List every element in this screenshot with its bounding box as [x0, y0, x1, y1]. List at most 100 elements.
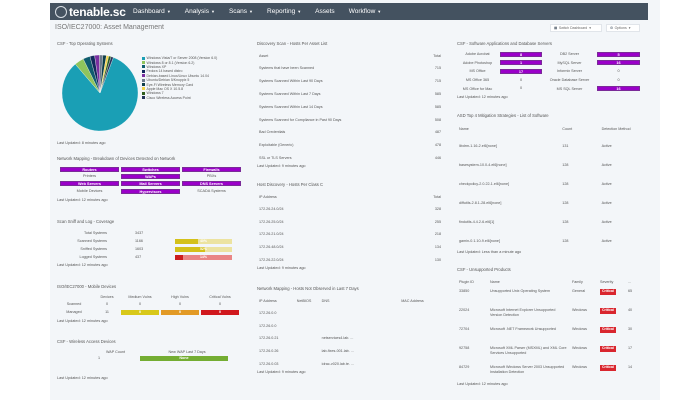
caret-down-icon: ▼ — [211, 9, 215, 14]
col-header: DNS — [321, 299, 330, 303]
legend-item[interactable]: Apple Mac OS X 10.5.8 — [142, 87, 217, 91]
nav-dashboard[interactable]: Dashboard ▼ — [133, 8, 171, 15]
table-row[interactable]: Systems Scanned Within Last 90 Days 715 — [255, 75, 445, 88]
critical-vulns-cell[interactable]: 0 — [201, 309, 239, 315]
table-row[interactable]: gamin-0.1.10-9.el6[none] 128 Active — [455, 231, 645, 250]
asset-name: Systems that have been Scanned — [259, 66, 315, 71]
device-type-cell[interactable]: Firewalls — [182, 167, 241, 172]
tenable-logo[interactable]: tenable.sc — [55, 5, 133, 19]
legend-item[interactable]: Windows 8 or 8.1 (Version 6.2) — [142, 60, 217, 65]
nav-assets-label: Assets — [315, 8, 335, 15]
table-row[interactable]: 172.26.25.0/24 255 — [255, 216, 445, 229]
legend-item[interactable]: Eye-Fi Wireless Memory Card — [142, 82, 217, 87]
table-row[interactable]: 172.26.0.0 — [255, 307, 445, 320]
coverage-bar[interactable]: 14% — [175, 254, 232, 260]
device-type-cell[interactable]: Routers — [60, 167, 119, 172]
legend-item[interactable]: Cisco Wireless Access Point — [142, 96, 217, 100]
col-header: WAP Count — [105, 350, 125, 354]
pie-slice[interactable] — [61, 57, 139, 132]
device-type-cell[interactable]: Web Servers — [60, 181, 119, 187]
software-count: 131 — [562, 143, 569, 148]
nav-scans[interactable]: Scans ▼ — [229, 8, 253, 15]
table-row[interactable]: 172.26.22.0/24 130 — [255, 253, 445, 266]
legend-item[interactable]: Windows Vista/7 or Server 2008 (Version … — [142, 56, 217, 60]
col-header: Name — [459, 127, 469, 131]
software-count[interactable]: 16 — [597, 60, 640, 66]
caret-down-icon: ▾ — [628, 26, 631, 30]
nav-workflow[interactable]: Workflow ▼ — [349, 8, 382, 15]
software-count[interactable]: 1 — [500, 60, 542, 66]
legend-swatch-icon — [142, 91, 145, 95]
host-count: 65 — [628, 289, 633, 293]
table-row[interactable]: Bad Credentials 487 — [255, 126, 445, 139]
device-type-cell[interactable]: WAPs — [121, 174, 180, 180]
nav-reporting[interactable]: Reporting ▼ — [267, 8, 301, 15]
coverage-bar[interactable]: 40% — [175, 238, 232, 244]
table-row[interactable]: Exploitable (Generic) 478 — [255, 139, 445, 152]
table-row[interactable]: 172.26.21.0/24 218 — [255, 228, 445, 241]
os-pie-chart[interactable] — [60, 53, 140, 133]
plugin-name: Microsoft XML Parser (MSXML) and XML Cor… — [490, 346, 567, 355]
wap-count: 1 — [97, 356, 100, 360]
medium-vulns-cell[interactable]: 0 — [121, 309, 159, 315]
coverage-value: 1166 — [135, 239, 143, 243]
software-count: 128 — [562, 238, 569, 243]
legend-item[interactable]: Debian-based Linux/Linux Ubuntu 14.04 — [142, 74, 217, 78]
pie-slice[interactable] — [99, 56, 114, 94]
legend-item[interactable]: Windows XP — [142, 65, 217, 69]
wireless-data-row: 1 None — [55, 355, 245, 361]
software-label: Informix Server — [557, 69, 582, 74]
legend-item[interactable]: Windows 7 — [142, 91, 217, 95]
legend-swatch-icon — [142, 78, 145, 82]
software-count[interactable]: 8 — [500, 51, 542, 57]
table-row[interactable]: Systems Scanned Within Last 7 Days 585 — [255, 88, 445, 101]
legend-item[interactable]: Ubuntu/Debian 5/Knoppix 5 — [142, 78, 217, 82]
table-row[interactable]: 172.26.0.0 — [255, 320, 445, 333]
last-updated: Last Updated: 9 minutes ago — [257, 369, 306, 374]
table-row[interactable]: Systems Scanned for Compliance in Past 9… — [255, 113, 445, 126]
table-row[interactable]: 172.26.48.0/24 134 — [255, 241, 445, 254]
switch-dashboard-button[interactable]: ▦ Switch Dashboard ▾ — [550, 24, 602, 32]
table-row[interactable]: Systems that have been Scanned 715 — [255, 62, 445, 75]
table-row[interactable]: 84729 Microsoft Windows Server 2003 Unsup… — [455, 363, 645, 382]
table-row[interactable]: Systems Scanned Within Last 14 Days 585 — [255, 100, 445, 113]
ip-range: 172.26.21.0/24 — [259, 232, 284, 237]
table-row[interactable]: 22024 Microsoft Internet Explorer Unsuppo… — [455, 306, 645, 325]
nav-analysis[interactable]: Analysis ▼ — [185, 8, 215, 15]
table-row: Managed 11 0 0 0 — [55, 308, 245, 316]
device-type-cell[interactable]: Hypervisors — [121, 188, 180, 194]
plugin-name: Microsoft Internet Explorer Unsupported … — [490, 308, 556, 317]
table-row[interactable]: 72704 Microsoft .NET Framework Unsupporte… — [455, 325, 645, 344]
options-button[interactable]: ⚙ Options ▾ — [606, 24, 640, 32]
device-type-cell[interactable]: Mail Servers — [121, 181, 180, 187]
table-row[interactable]: 172.26.0.03 idrac-v020.lab.te. ... — [255, 357, 445, 370]
table-row[interactable]: SSL or TLS Servers 446 — [255, 152, 445, 165]
software-count[interactable]: 17 — [500, 68, 542, 74]
plugin-id: 22024 — [459, 308, 470, 312]
table-row[interactable]: checkpolicy-2.0.22-1.el6[none] 128 Active — [455, 174, 645, 193]
table-row[interactable]: diffutils-2.8.1-28.el6[none] 128 Active — [455, 193, 645, 212]
table-row[interactable]: 172.26.24.0/24 328 — [255, 203, 445, 216]
legend-item[interactable]: Fedora 14 based distro — [142, 69, 217, 73]
table-row[interactable]: findutils-4.4.2-6.el6[1] 128 Active — [455, 212, 645, 231]
software-count[interactable]: 5 — [597, 51, 640, 57]
high-vulns-cell[interactable]: 0 — [161, 309, 199, 315]
table-row[interactable]: 92758 Microsoft XML Parser (MSXML) and XM… — [455, 344, 645, 363]
table-row[interactable]: basesystem-10.0-4.el6[none] 128 Active — [455, 155, 645, 174]
coverage-bar[interactable]: 52% — [175, 246, 232, 252]
detection-method: Active — [601, 143, 612, 148]
table-row[interactable]: 172.26.0.26 lab-fixes-001.lab. ... — [255, 345, 445, 358]
device-type-cell[interactable]: DNS Servers — [182, 181, 241, 187]
ip-range: 172.26.22.0/24 — [259, 257, 284, 262]
software-count: 0 — [519, 77, 523, 82]
nav-assets[interactable]: Assets — [315, 8, 335, 15]
coverage-label: Total Systems — [84, 231, 107, 235]
panel-title: CSF - Unsupported Products — [457, 267, 511, 272]
device-type-cell[interactable]: Switches — [121, 167, 180, 172]
gear-icon: ⚙ — [610, 26, 614, 30]
new-wap-badge[interactable]: None — [140, 355, 228, 361]
table-row[interactable]: 33850 Unsupported Unix Operating System Ge… — [455, 287, 645, 306]
table-row[interactable]: 172.26.0.21 netservices4.lab. ... — [255, 332, 445, 345]
software-count[interactable]: 16 — [597, 86, 640, 92]
table-row[interactable]: libdrm-1.16-2.el6[none] 131 Active — [455, 136, 645, 155]
